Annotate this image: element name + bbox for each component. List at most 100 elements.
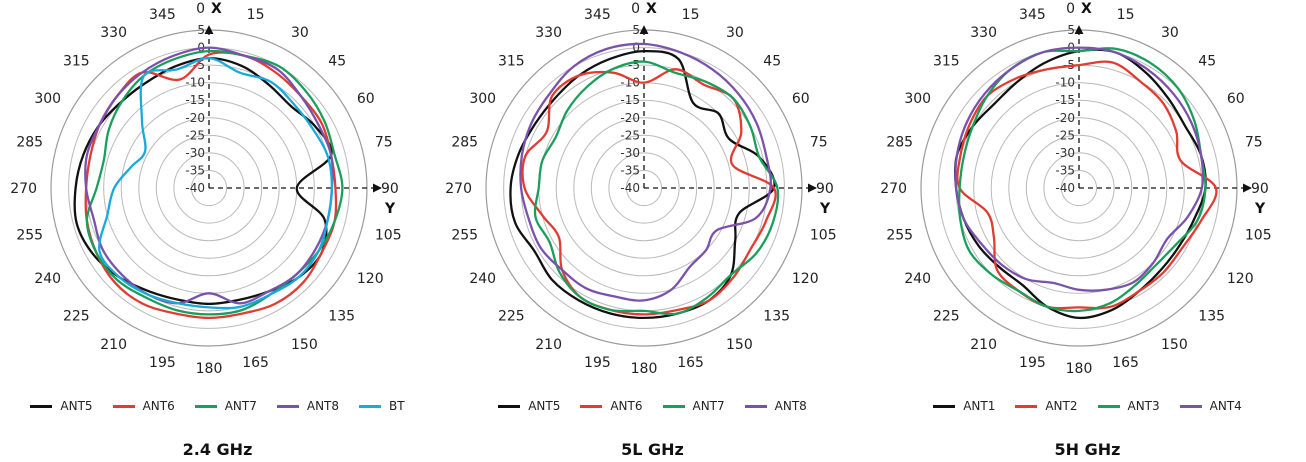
radial-tick-label: -5	[628, 58, 640, 72]
legend-swatch	[580, 404, 603, 408]
chart-title-1: 5L GHz	[621, 440, 684, 459]
legend-label: ANT8	[774, 399, 807, 413]
polar-panel-0: 5 0 -5 -10 -15 -20 -25 -30 -35 -40 0 15 30 45 60 75 90 10…	[0, 0, 435, 462]
radial-tick-label: -15	[620, 93, 640, 107]
angle-tick-label: 300	[904, 91, 931, 107]
legend-label: ANT7	[692, 399, 725, 413]
radial-tick-label: -35	[185, 163, 205, 177]
grid-circle	[138, 117, 280, 259]
angle-tick-label: 195	[149, 355, 176, 371]
series-line-ant2	[956, 60, 1218, 310]
radial-tick-label: -25	[1055, 128, 1075, 142]
angle-tick-label: 240	[34, 271, 61, 287]
radial-tick-label: -35	[620, 163, 640, 177]
radial-tick-label: -30	[1055, 146, 1075, 160]
angle-tick-label: 150	[726, 337, 753, 353]
angle-tick-label: 75	[1245, 134, 1263, 150]
angle-tick-label: 315	[933, 54, 960, 70]
legend-1: ANT5 ANT6 ANT7 ANT8	[435, 399, 870, 413]
legend-item-bt: BT	[359, 399, 405, 413]
angle-tick-label: 60	[357, 91, 375, 107]
grid-circle	[608, 152, 680, 224]
radial-tick-label: -30	[620, 146, 640, 160]
legend-label: ANT5	[60, 399, 93, 413]
angle-tick-label: 75	[810, 134, 828, 150]
legend-label: ANT6	[142, 399, 175, 413]
series-line-ant8	[84, 46, 334, 305]
axis-label-y: Y	[384, 201, 396, 217]
angle-tick-label: 180	[631, 361, 658, 377]
axis-label-x: X	[1081, 1, 1092, 17]
angle-tick-label: 165	[677, 355, 704, 371]
chart-title-2: 5H GHz	[1054, 440, 1121, 459]
angle-tick-label: 345	[584, 7, 611, 23]
axis-label-y: Y	[819, 201, 831, 217]
angle-tick-label: 105	[1245, 228, 1272, 244]
radial-tick-label: 0	[632, 41, 640, 55]
angle-tick-label: 15	[1117, 7, 1135, 23]
angle-tick-label: 210	[100, 337, 127, 353]
legend-item-ant7: ANT7	[194, 399, 257, 413]
series-line-ant6	[521, 68, 777, 316]
angle-tick-label: 255	[451, 228, 478, 244]
series-line-ant3	[957, 47, 1207, 313]
legend-item-ant2: ANT2	[1015, 399, 1078, 413]
angle-tick-label: 60	[792, 91, 810, 107]
angle-tick-label: 135	[328, 308, 355, 324]
chart-title-0: 2.4 GHz	[182, 440, 253, 459]
legend-0: ANT5 ANT6 ANT7 ANT8 BT	[0, 399, 435, 413]
legend-swatch	[112, 404, 135, 408]
legend-item-ant1: ANT1	[933, 399, 995, 413]
series-line-ant8	[519, 42, 772, 302]
radial-tick-label: -25	[185, 128, 205, 142]
angle-tick-label: 15	[247, 7, 265, 23]
angle-tick-label: 330	[970, 25, 997, 41]
radial-tick-label: -20	[1055, 111, 1075, 125]
angle-tick-label: 180	[196, 361, 223, 377]
angle-tick-label: 120	[357, 271, 384, 287]
legend-label: BT	[389, 399, 405, 413]
legend-label: ANT7	[224, 399, 257, 413]
radial-tick-label: -25	[620, 128, 640, 142]
legend-label: ANT8	[306, 399, 340, 413]
radial-tick-label: -5	[193, 58, 205, 72]
series-line-ant4	[954, 46, 1205, 292]
legend-item-ant3: ANT3	[1097, 399, 1160, 413]
legend-label: ANT2	[1045, 399, 1078, 413]
radial-tick-label: -40	[620, 181, 640, 195]
angle-tick-label: 210	[535, 337, 562, 353]
legend-item-ant5: ANT5	[30, 399, 93, 413]
angle-tick-label: 330	[535, 25, 562, 41]
grid-circle	[190, 169, 228, 207]
angle-tick-label: 270	[880, 181, 907, 197]
angle-tick-label: 90	[816, 181, 834, 197]
grid-circle	[1025, 134, 1133, 242]
angle-tick-label: 225	[933, 308, 960, 324]
radial-tick-label: -20	[620, 111, 640, 125]
radial-tick-label: -30	[185, 146, 205, 160]
angle-tick-label: 0	[631, 1, 640, 17]
radial-tick-label: -10	[620, 76, 640, 90]
angle-tick-label: 0	[196, 1, 205, 17]
angle-tick-label: 90	[381, 181, 399, 197]
axis-label-y: Y	[1254, 201, 1266, 217]
polar-chart-svg-0: 50-5-10-15-20-25-30-35-400 15304560759010…	[10, 1, 401, 377]
radial-tick-label: -15	[1055, 93, 1075, 107]
polar-chart-svg-1: 5 0 -5 -10 -15 -20 -25 -30 -35 -40 0 15 30 45 60 75 90 10…	[445, 1, 837, 377]
angle-tick-label: 135	[1198, 308, 1225, 324]
radial-tick-label: -10	[185, 76, 205, 90]
axis-label-x: X	[646, 1, 657, 17]
angle-tick-label: 285	[451, 134, 478, 150]
angle-tick-label: 165	[242, 355, 269, 371]
legend-swatch	[194, 404, 217, 408]
grid-circle	[573, 117, 715, 259]
legend-swatch	[276, 404, 299, 408]
angle-tick-label: 105	[810, 228, 837, 244]
grid-circle	[155, 134, 263, 242]
angle-tick-label: 60	[1227, 91, 1245, 107]
radial-tick-label: -40	[1055, 181, 1075, 195]
legend-swatch	[359, 404, 382, 408]
grid-circle	[625, 169, 663, 207]
axis-label-x: X	[211, 1, 222, 17]
grid-circle	[1060, 169, 1098, 207]
